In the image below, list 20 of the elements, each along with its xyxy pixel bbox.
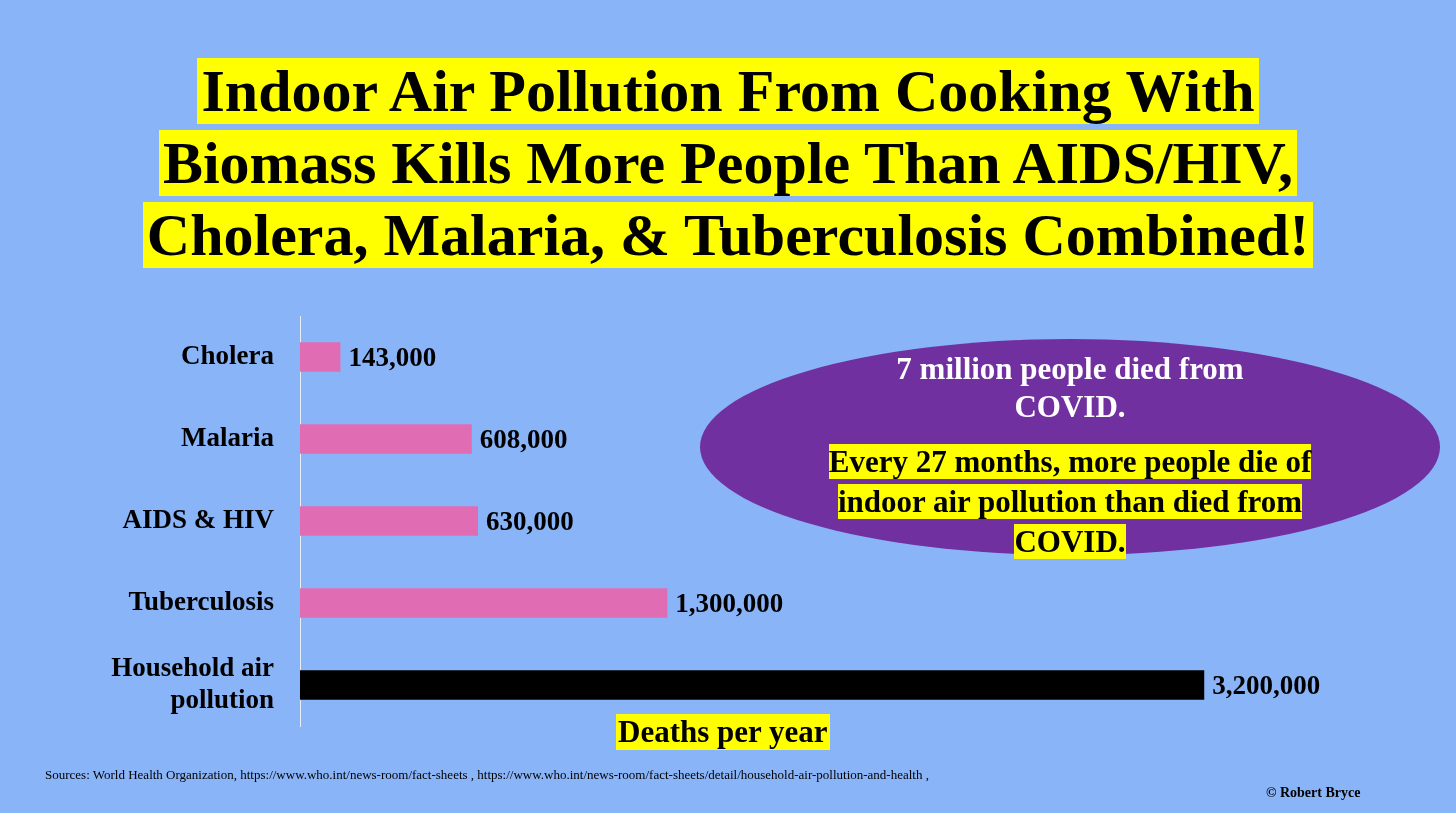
bar [300,670,1205,700]
data-label: 630,000 [486,505,574,536]
y-tick-label: Cholera [181,339,275,370]
chart-title: Indoor Air Pollution From Cooking With Biomass Kills More People Than AIDS/HIV, Cholera, Malaria, & Tuberculosis Combined! [142,58,1314,268]
y-tick-label: Household air pollution [111,651,275,715]
bar [300,424,472,454]
data-label: 608,000 [479,423,568,454]
x-axis-title: Deaths per year [616,714,830,750]
source-note: Sources: World Health Organization, https://www.who.int/news-room/fact-sheets , https://www.who.int/news-room/fact-sheets/detail/household-air-pollution-and-health , [45,766,930,784]
bar [300,342,341,372]
y-tick-label: Tuberculosis [128,585,274,616]
y-tick-label: Malaria [181,421,275,452]
annotation: 7 million people died from COVID. [895,350,1245,426]
y-tick-label: AIDS & HIV [122,503,275,534]
data-label: 1,300,000 [675,587,784,618]
bar [300,506,479,536]
bar [300,588,668,618]
text: © Robert Bryce [1266,785,1361,801]
data-label: 143,000 [348,341,437,372]
data-label: 3,200,000 [1212,669,1321,700]
